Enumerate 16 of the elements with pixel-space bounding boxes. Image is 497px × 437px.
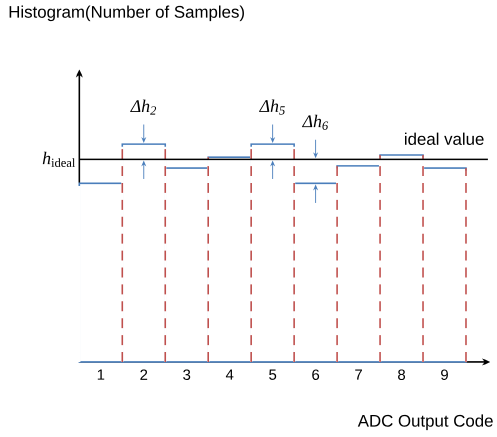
x-tick-label: 9: [441, 370, 448, 380]
text: h$_{ideal}$: [42, 152, 76, 168]
ref-line-label: ideal value: [405, 132, 484, 146]
annotation: Δh$_{2}$: [130, 100, 156, 115]
x-tick-label: 4: [226, 370, 234, 380]
x-tick-label: 1: [98, 370, 104, 380]
annotation: Δh$_{6}$: [302, 114, 328, 130]
x-tick-label: 8: [398, 370, 406, 380]
x-tick-label: 7: [355, 370, 362, 380]
x-tick-label: 6: [312, 370, 320, 380]
chart-title: Histogram(Number of Samples): [10, 6, 244, 22]
x-tick-label: 5: [269, 370, 276, 380]
x-tick-label: 3: [183, 370, 190, 380]
x-tick-label: 2: [140, 370, 148, 380]
x-axis-title: ADC Output Code: [358, 414, 493, 430]
annotation: Δh$_{5}$: [259, 100, 285, 115]
